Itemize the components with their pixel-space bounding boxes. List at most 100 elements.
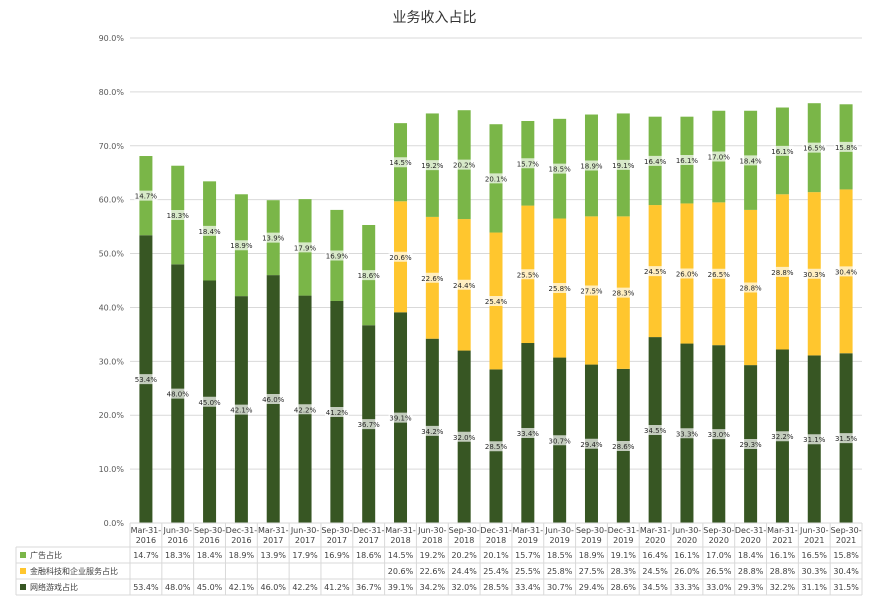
table-cell: 18.4% — [197, 551, 223, 560]
table-cell: 31.5% — [833, 583, 859, 592]
data-label-bg — [420, 160, 445, 171]
x-tick-label: Jun-30- — [799, 526, 829, 535]
data-label: 18.4% — [198, 228, 221, 236]
table-cell: 46.0% — [261, 583, 287, 592]
x-tick-label: Mar-31- — [640, 526, 671, 535]
data-label-bg — [324, 406, 349, 417]
data-label: 15.8% — [835, 144, 858, 152]
x-tick-label: Jun-30- — [417, 526, 447, 535]
table-cell: 15.8% — [833, 551, 859, 560]
table-cell: 39.1% — [388, 583, 414, 592]
data-label-bg — [738, 439, 763, 450]
data-label-bg — [706, 268, 731, 279]
data-label: 34.2% — [421, 428, 444, 436]
data-label-bg — [452, 159, 477, 170]
x-tick-label: 2019 — [518, 536, 538, 545]
x-tick-label: Mar-31- — [513, 526, 544, 535]
x-tick-label: 2016 — [199, 536, 219, 545]
data-label-bg — [484, 441, 508, 452]
data-label: 24.5% — [644, 268, 667, 276]
table-cell: 29.3% — [738, 583, 764, 592]
data-label: 36.7% — [358, 421, 381, 429]
x-tick-label: Jun-30- — [163, 526, 193, 535]
x-tick-label: Mar-31- — [258, 526, 289, 535]
x-tick-label: Dec-31- — [353, 526, 385, 535]
data-label-bg — [738, 155, 763, 166]
y-tick-label: 90.0% — [99, 34, 125, 43]
legend-label: 金融科技和企业服务占比 — [30, 566, 118, 576]
data-label: 25.4% — [485, 298, 508, 306]
y-tick-label: 70.0% — [99, 142, 125, 151]
x-tick-label: 2020 — [740, 536, 760, 545]
data-label-bg — [643, 266, 668, 277]
data-label: 22.6% — [421, 275, 444, 283]
data-label-bg — [770, 266, 795, 277]
data-label: 32.0% — [453, 434, 476, 442]
data-label: 53.4% — [135, 376, 158, 384]
data-label: 18.3% — [167, 212, 190, 220]
table-cell: 26.0% — [674, 567, 700, 576]
table-cell: 18.4% — [738, 551, 764, 560]
table-cell: 19.1% — [611, 551, 637, 560]
data-label: 20.1% — [485, 175, 508, 183]
table-cell: 26.5% — [706, 567, 732, 576]
x-tick-label: Dec-31- — [480, 526, 512, 535]
x-tick-label: 2016 — [168, 536, 188, 545]
table-cell: 24.5% — [642, 567, 668, 576]
data-label: 27.5% — [580, 287, 603, 295]
data-label: 29.4% — [580, 441, 603, 449]
data-label-bg — [547, 163, 572, 174]
legend-label: 网络游戏占比 — [30, 582, 78, 592]
data-label: 17.0% — [708, 154, 731, 162]
table-cell: 17.9% — [292, 551, 318, 560]
table-cell: 28.6% — [611, 583, 637, 592]
table-cell: 20.1% — [483, 551, 509, 560]
data-label: 42.1% — [230, 407, 253, 415]
data-label-bg — [579, 160, 604, 171]
data-label-bg — [229, 404, 254, 415]
table-cell: 36.7% — [356, 583, 382, 592]
x-tick-label: 2021 — [772, 536, 792, 545]
data-label: 32.2% — [771, 433, 794, 441]
table-cell: 28.8% — [770, 567, 796, 576]
x-tick-label: 2020 — [709, 536, 729, 545]
data-label-bg — [324, 250, 349, 261]
data-label: 33.0% — [708, 431, 731, 439]
data-label-bg — [197, 225, 222, 236]
table-cell: 30.7% — [547, 583, 573, 592]
data-label: 28.6% — [612, 443, 635, 451]
x-tick-label: 2018 — [454, 536, 474, 545]
x-tick-label: 2018 — [486, 536, 506, 545]
y-tick-label: 80.0% — [99, 88, 125, 97]
x-tick-label: Mar-31- — [767, 526, 798, 535]
table-cell: 34.5% — [642, 583, 668, 592]
data-label: 34.5% — [644, 427, 667, 435]
data-label: 30.4% — [835, 268, 858, 276]
data-label-bg — [388, 157, 413, 168]
data-label-bg — [579, 285, 604, 296]
data-label: 30.7% — [549, 437, 572, 445]
x-tick-label: Mar-31- — [131, 526, 162, 535]
table-cell: 31.1% — [802, 583, 828, 592]
data-label: 30.3% — [803, 271, 826, 279]
table-cell: 18.3% — [165, 551, 191, 560]
x-tick-label: Sep-30- — [449, 526, 480, 535]
x-tick-label: Jun-30- — [544, 526, 574, 535]
legend-label: 广告占比 — [30, 550, 62, 560]
table-cell: 18.5% — [547, 551, 573, 560]
data-label: 18.4% — [739, 157, 762, 165]
data-label: 42.2% — [294, 406, 317, 414]
x-tick-label: 2017 — [295, 536, 315, 545]
x-tick-label: 2019 — [613, 536, 633, 545]
table-cell: 27.5% — [579, 567, 605, 576]
table-cell: 13.9% — [261, 551, 287, 560]
data-label: 18.9% — [230, 242, 253, 250]
x-tick-label: Mar-31- — [385, 526, 416, 535]
x-tick-label: 2016 — [231, 536, 251, 545]
x-tick-label: Sep-30- — [576, 526, 607, 535]
x-tick-label: Sep-30- — [194, 526, 225, 535]
table-cell: 34.2% — [420, 583, 446, 592]
data-label: 16.9% — [326, 252, 349, 260]
data-label: 14.7% — [135, 193, 158, 201]
